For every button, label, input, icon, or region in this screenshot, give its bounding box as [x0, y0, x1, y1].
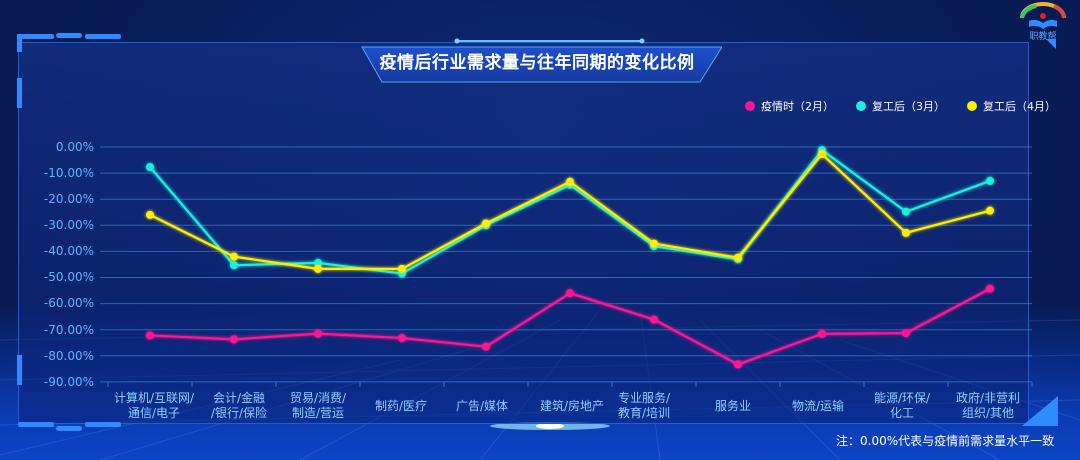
data-point[interactable]: [650, 315, 658, 324]
frame-corner-decoration: [18, 422, 54, 427]
legend-dot-icon: [745, 101, 755, 111]
series-line-2: [146, 150, 994, 273]
x-tick-label: 计算机/互联网/ 通信/电子: [113, 391, 195, 420]
data-point[interactable]: [230, 335, 238, 344]
data-point[interactable]: [146, 163, 154, 172]
data-point[interactable]: [650, 239, 658, 248]
data-point[interactable]: [986, 176, 994, 185]
series-line-0: [146, 284, 994, 369]
y-tick-label: -40.00%: [43, 244, 94, 258]
x-tick-label: 广告/媒体: [455, 399, 509, 413]
data-point[interactable]: [734, 253, 742, 262]
y-tick-label: -50.00%: [43, 270, 94, 284]
y-tick-label: -10.00%: [43, 166, 94, 180]
y-tick-label: -60.00%: [43, 296, 94, 310]
data-point[interactable]: [902, 207, 910, 216]
frame-corner-decoration: [17, 34, 22, 52]
x-tick-label: 建筑/房地产: [539, 399, 605, 413]
frame-corner-decoration: [85, 422, 121, 427]
data-point[interactable]: [986, 284, 994, 293]
data-point[interactable]: [818, 150, 826, 159]
x-tick-label: 物流/运输: [791, 399, 845, 413]
legend-dot-icon: [856, 101, 866, 111]
data-point[interactable]: [902, 329, 910, 338]
x-tick-label: 服务业: [714, 399, 751, 413]
y-tick-label: -70.00%: [43, 323, 94, 337]
data-point[interactable]: [986, 206, 994, 215]
data-point[interactable]: [566, 177, 574, 186]
legend-label: 复工后（4月）: [983, 100, 1056, 113]
x-tick-label: 会计/金融 /银行/保险: [210, 391, 268, 420]
chart-title-banner: 疫情后行业需求量与往年同期的变化比例: [352, 36, 722, 84]
legend-dot-icon: [967, 101, 977, 111]
x-tick-label: 制药/医疗: [374, 399, 428, 413]
x-tick-label: 能源/环保/ 化工: [873, 391, 931, 420]
data-point[interactable]: [902, 228, 910, 237]
data-point[interactable]: [230, 261, 238, 270]
frame-side-decoration: [17, 355, 22, 385]
series-line-1: [146, 146, 994, 278]
legend-item-feb[interactable]: 疫情时（2月）: [745, 98, 834, 114]
data-point[interactable]: [482, 342, 490, 351]
y-tick-label: 0.00%: [55, 140, 94, 154]
frame-corner-triangle: [1022, 396, 1058, 426]
legend-item-apr[interactable]: 复工后（4月）: [967, 98, 1056, 114]
x-tick-label: 专业服务/ 教育/培训: [617, 391, 671, 420]
data-point[interactable]: [146, 331, 154, 340]
frame-corner-decoration: [56, 33, 82, 38]
frame-corner-triangle: [1046, 39, 1056, 49]
frame-corner-decoration: [56, 426, 82, 431]
legend-label: 疫情时（2月）: [761, 100, 834, 113]
data-point[interactable]: [398, 264, 406, 273]
y-tick-label: -90.00%: [43, 375, 94, 389]
x-tick-label: 政府/非营利 组织/其他: [955, 391, 1021, 420]
y-tick-label: -30.00%: [43, 218, 94, 232]
data-point[interactable]: [146, 210, 154, 219]
data-point[interactable]: [482, 219, 490, 228]
legend-item-mar[interactable]: 复工后（3月）: [856, 98, 945, 114]
y-tick-label: -20.00%: [43, 192, 94, 206]
frame-corner-decoration: [18, 34, 54, 39]
chart-title: 疫情后行业需求量与往年同期的变化比例: [379, 53, 695, 73]
brand-logo: 职教帮: [1014, 2, 1072, 42]
data-point[interactable]: [314, 258, 322, 267]
data-point[interactable]: [818, 329, 826, 338]
frame-side-decoration: [17, 78, 22, 108]
x-tick-label: 贸易/消费/ 制造/营运: [289, 391, 347, 420]
y-tick-label: -80.00%: [43, 349, 94, 363]
data-point[interactable]: [734, 360, 742, 369]
data-point[interactable]: [566, 289, 574, 298]
data-point[interactable]: [230, 252, 238, 261]
frame-corner-decoration: [85, 34, 121, 39]
data-point[interactable]: [314, 329, 322, 338]
logo-text: 职教帮: [1029, 32, 1057, 42]
legend-label: 复工后（3月）: [872, 100, 945, 113]
data-point[interactable]: [398, 334, 406, 343]
chart-footnote: 注：0.00%代表与疫情前需求量水平一致: [836, 434, 1055, 448]
chart-legend: 疫情时（2月） 复工后（3月） 复工后（4月）: [745, 98, 1056, 114]
data-point[interactable]: [314, 264, 322, 273]
